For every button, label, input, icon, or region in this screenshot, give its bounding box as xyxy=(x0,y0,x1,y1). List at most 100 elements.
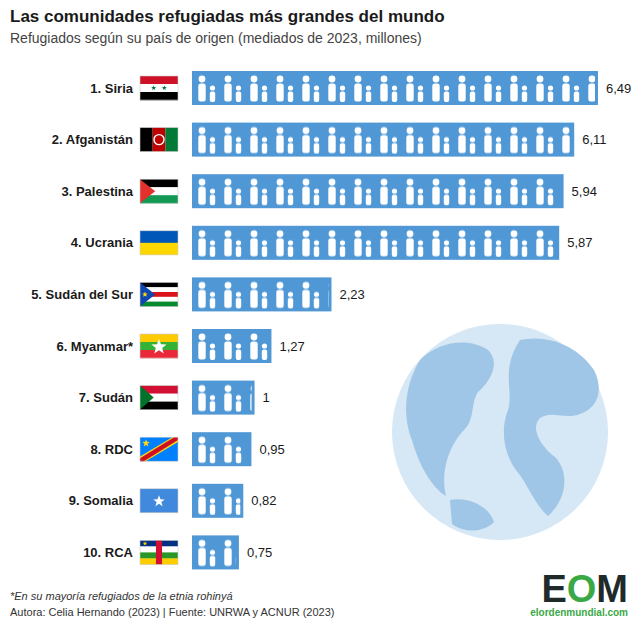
category-label: 9. Somalia xyxy=(69,493,134,508)
flag-border xyxy=(140,231,178,255)
bar-icons xyxy=(195,484,240,518)
flag-band xyxy=(140,437,178,461)
flag-border xyxy=(140,540,178,564)
category-label: 2. Afganistán xyxy=(52,132,133,147)
logo-letter: E xyxy=(541,568,566,610)
flag-triangle xyxy=(140,179,155,203)
flag-star xyxy=(153,495,164,506)
globe xyxy=(392,324,608,540)
flag xyxy=(140,437,178,461)
logo-letter: M xyxy=(596,568,628,610)
flag-star xyxy=(151,339,166,353)
bar xyxy=(192,484,243,518)
flag xyxy=(140,231,178,255)
bar-icons xyxy=(195,277,328,311)
flag-stripe xyxy=(165,128,178,152)
flag-triangle xyxy=(140,282,155,306)
bar-icons xyxy=(195,226,556,260)
bar xyxy=(192,174,564,208)
bar-icons xyxy=(195,174,561,208)
flag-stripe xyxy=(140,243,178,255)
data-label: 0,95 xyxy=(259,442,284,457)
bar xyxy=(192,432,251,466)
globe-land xyxy=(450,499,494,530)
flag-star xyxy=(142,439,150,446)
data-label: 5,87 xyxy=(567,235,592,250)
flag xyxy=(140,334,178,358)
logo: EOM xyxy=(541,568,628,610)
bar xyxy=(192,329,271,363)
flags xyxy=(140,76,178,565)
flag-star xyxy=(162,85,167,90)
flag-stripe xyxy=(140,84,178,92)
flag-field xyxy=(140,489,178,513)
logo-site: elordenmundial.com xyxy=(530,607,628,618)
bar xyxy=(192,226,559,260)
flag-border xyxy=(140,334,178,358)
data-label: 0,82 xyxy=(251,493,276,508)
data-label: 0,75 xyxy=(247,545,272,560)
bar-icons xyxy=(195,71,595,105)
bar-icons xyxy=(195,329,268,363)
globe-land xyxy=(406,343,494,496)
flag-field xyxy=(140,437,178,461)
flag-stripe xyxy=(140,302,178,307)
flag-band xyxy=(140,437,178,461)
title: Las comunidades refugiadas más grandes d… xyxy=(10,7,445,26)
logo-letter: O xyxy=(567,568,597,610)
flag xyxy=(140,386,178,410)
flag-stripe xyxy=(140,350,178,358)
flag-star xyxy=(143,541,148,545)
flag xyxy=(140,76,178,100)
bar xyxy=(192,381,255,415)
flag-star xyxy=(142,291,148,296)
flag-border xyxy=(140,179,178,203)
data-label: 6,11 xyxy=(582,132,606,147)
bar xyxy=(192,123,574,157)
flag-border xyxy=(140,437,178,461)
category-label: 7. Sudán xyxy=(79,390,133,405)
globe-land xyxy=(504,338,599,516)
data-label: 6,49 xyxy=(606,81,631,96)
labels: 1. Siria 6,49 2. Afganistán 6,11 3. Palestin… xyxy=(31,81,631,560)
bar xyxy=(192,277,331,311)
flag-triangle xyxy=(140,386,154,410)
flag xyxy=(140,540,178,564)
flag-emblem xyxy=(154,135,164,145)
category-label: 5. Sudán del Sur xyxy=(31,287,133,302)
bar xyxy=(192,535,239,569)
flag-border xyxy=(140,76,178,100)
flag-border xyxy=(140,282,178,306)
source: Autora: Celia Hernando (2023) | Fuente: … xyxy=(10,606,334,618)
category-label: 8. RDC xyxy=(90,442,133,457)
data-label: 2,23 xyxy=(339,287,364,302)
bar-icons xyxy=(195,432,248,466)
flag xyxy=(140,179,178,203)
category-label: 1. Siria xyxy=(90,81,133,96)
flag-stripe xyxy=(140,282,178,287)
bar-icons xyxy=(195,123,571,157)
category-label: 6. Myanmar* xyxy=(56,339,134,354)
subtitle: Refugiados según su país de origen (medi… xyxy=(10,30,422,46)
bars xyxy=(192,71,598,569)
category-label: 4. Ucrania xyxy=(71,235,134,250)
flag-stripe xyxy=(153,128,166,152)
globe-ocean xyxy=(392,324,608,540)
flag-star xyxy=(151,85,156,90)
data-label: 1 xyxy=(263,390,270,405)
data-label: 1,27 xyxy=(279,339,304,354)
flag-border xyxy=(140,386,178,410)
bar-icons xyxy=(195,535,236,569)
flag xyxy=(140,128,178,152)
flag-border xyxy=(140,128,178,152)
flag-stripe xyxy=(140,92,178,100)
flag-stripe xyxy=(140,231,178,243)
flag xyxy=(140,489,178,513)
bar xyxy=(192,71,598,105)
footnote: *En su mayoría refugiados de la etnia ro… xyxy=(10,590,233,602)
flag-stripe xyxy=(140,76,178,84)
flag-band xyxy=(156,540,162,564)
category-label: 3. Palestina xyxy=(61,184,133,199)
flag xyxy=(140,282,178,306)
flag-stripe xyxy=(140,128,153,152)
